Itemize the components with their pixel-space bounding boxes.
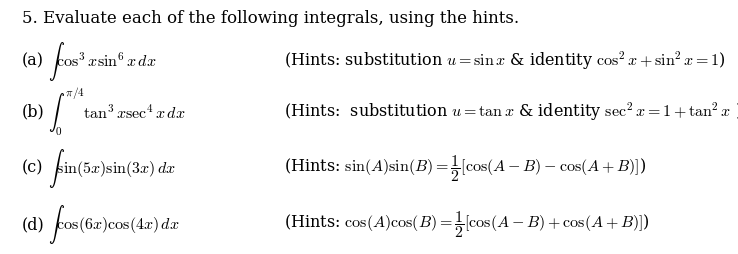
Text: (Hints: $\cos(A)\cos(B) = \dfrac{1}{2}[\cos(A-B)+\cos(A+B)]$): (Hints: $\cos(A)\cos(B) = \dfrac{1}{2}[\… bbox=[284, 208, 650, 239]
Text: $\int\cos(6x)\cos(4x)\,dx$: $\int\cos(6x)\cos(4x)\,dx$ bbox=[48, 202, 179, 245]
Text: $\int_0^{\pi/4}\tan^3 x\sec^4 x\,dx$: $\int_0^{\pi/4}\tan^3 x\sec^4 x\,dx$ bbox=[48, 86, 186, 137]
Text: (Hints: $\sin(A)\sin(B) = \dfrac{1}{2}[\cos(A-B)-\cos(A+B)]$): (Hints: $\sin(A)\sin(B) = \dfrac{1}{2}[\… bbox=[284, 152, 646, 183]
Text: (Hints: substitution $u = \sin x$ & identity $\cos^2 x+\sin^2 x=1$): (Hints: substitution $u = \sin x$ & iden… bbox=[284, 50, 726, 72]
Text: (Hints:  substitution $u = \tan x$ & identity $\sec^2 x = 1+\tan^2 x$ ): (Hints: substitution $u = \tan x$ & iden… bbox=[284, 101, 738, 123]
Text: (c): (c) bbox=[22, 159, 44, 176]
Text: 5. Evaluate each of the following integrals, using the hints.: 5. Evaluate each of the following integr… bbox=[22, 10, 520, 27]
Text: (b): (b) bbox=[22, 103, 45, 120]
Text: $\int\cos^3 x\sin^6 x\,dx$: $\int\cos^3 x\sin^6 x\,dx$ bbox=[48, 40, 156, 82]
Text: (d): (d) bbox=[22, 215, 45, 232]
Text: $\int\sin(5x)\sin(3x)\,dx$: $\int\sin(5x)\sin(3x)\,dx$ bbox=[48, 146, 176, 189]
Text: (a): (a) bbox=[22, 53, 44, 69]
